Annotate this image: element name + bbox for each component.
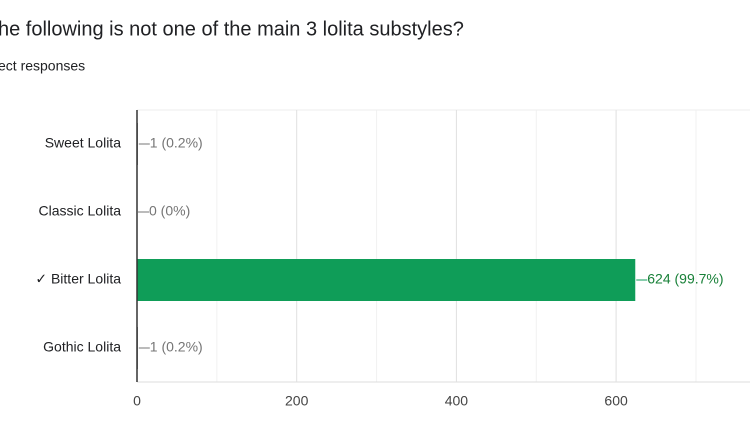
x-tick-label: 200 [285,393,309,409]
value-label: 1 (0.2%) [150,135,203,151]
y-tick-label: Sweet Lolita [45,135,121,151]
y-tick-label: ✓ Bitter Lolita [35,271,121,287]
x-tick-label: 0 [133,393,141,409]
y-tick-label: Classic Lolita [39,203,122,219]
value-label: 624 (99.7%) [647,271,723,287]
x-tick-label: 600 [604,393,628,409]
value-label: 0 (0%) [149,203,190,219]
bar [137,259,636,301]
x-tick-label: 400 [445,393,469,409]
chart-title: he following is not one of the main 3 lo… [0,18,464,40]
y-tick-label: Gothic Lolita [43,339,121,355]
chart-subtitle: ect responses [0,58,85,74]
value-label: 1 (0.2%) [150,339,203,355]
